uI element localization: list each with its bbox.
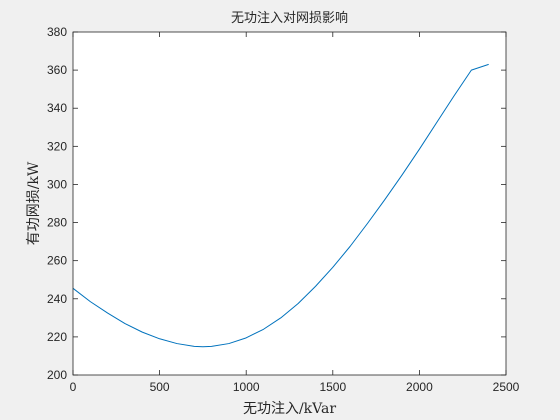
x-tick-label: 1500 xyxy=(319,380,346,394)
y-axis-label: 有功网损/kW xyxy=(26,161,42,245)
y-tick-label: 360 xyxy=(47,63,67,77)
plot-area xyxy=(73,32,506,375)
y-tick-label: 380 xyxy=(47,25,67,39)
axes-layer: 0 500 1000 1500 2000 2500 200 220 240 260 280 300 32… xyxy=(47,25,520,394)
y-tick-label: 280 xyxy=(47,216,67,230)
x-axis-label: 无功注入/kVar xyxy=(243,401,336,417)
y-tick-label: 240 xyxy=(47,292,67,306)
y-tick-label: 200 xyxy=(47,368,67,382)
x-tick-label: 500 xyxy=(150,380,170,394)
plot-layer xyxy=(72,63,489,348)
y-tick-label: 260 xyxy=(47,254,67,268)
x-tick-label: 1000 xyxy=(233,380,260,394)
y-tick-label: 340 xyxy=(47,101,67,115)
y-tick-label: 220 xyxy=(47,330,67,344)
y-tick-label: 320 xyxy=(47,139,67,153)
y-tick-label: 300 xyxy=(47,177,67,191)
x-tick-label: 2500 xyxy=(493,380,520,394)
chart-title: 无功注入对网损影响 xyxy=(231,10,348,26)
series-line-0 xyxy=(72,63,489,348)
axes-box xyxy=(72,31,507,376)
x-tick-label: 0 xyxy=(70,380,77,394)
x-tick-label: 2000 xyxy=(406,380,433,394)
